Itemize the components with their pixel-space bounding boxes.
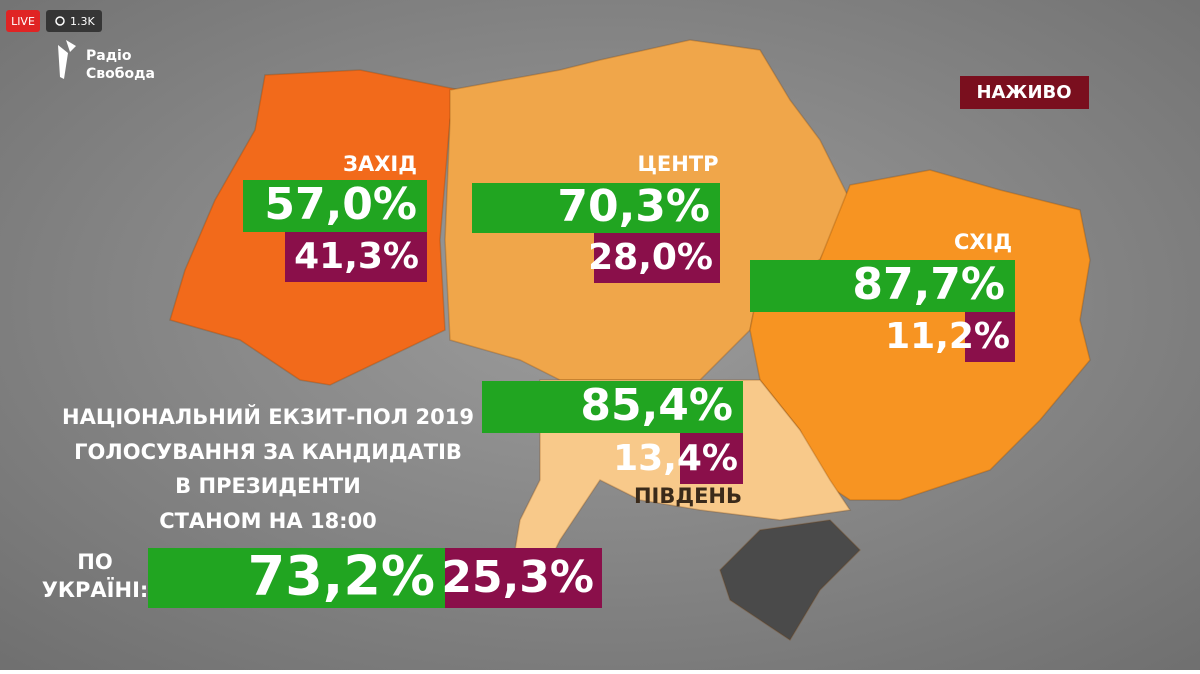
purple-value: 28,0% bbox=[588, 237, 713, 278]
region-east bbox=[749, 169, 1091, 501]
time-label: СТАНОМ НА 18:00 bbox=[159, 509, 377, 533]
purple-box bbox=[594, 233, 720, 283]
crimea bbox=[719, 519, 862, 642]
green-box bbox=[750, 260, 1015, 312]
logo-line-1: Радіо bbox=[86, 48, 132, 64]
region-name: СХІД bbox=[954, 230, 1012, 254]
national-label: ПО bbox=[77, 550, 112, 574]
views-count: 1.3K bbox=[70, 15, 95, 28]
purple-box bbox=[445, 548, 602, 608]
live-label: НАЖИВО bbox=[976, 82, 1071, 103]
purple-value: 11,2% bbox=[885, 316, 1010, 357]
eye-icon bbox=[55, 16, 65, 26]
purple-value: 41,3% bbox=[294, 236, 419, 277]
region-name: ПІВДЕНЬ bbox=[634, 484, 742, 508]
title-line: НАЦІОНАЛЬНИЙ ЕКЗИТ-ПОЛ 2019 bbox=[62, 404, 474, 429]
logo-icon bbox=[58, 40, 76, 79]
title-line: ГОЛОСУВАННЯ ЗА КАНДИДАТІВ bbox=[74, 440, 462, 464]
green-box bbox=[243, 180, 427, 232]
region-south bbox=[509, 379, 852, 602]
purple-box bbox=[680, 433, 743, 484]
purple-box bbox=[285, 232, 427, 282]
green-value: 57,0% bbox=[264, 179, 417, 230]
green-box bbox=[148, 548, 445, 608]
views-badge bbox=[46, 10, 102, 32]
purple-value: 13,4% bbox=[613, 438, 738, 479]
green-value: 87,7% bbox=[852, 259, 1005, 310]
purple-box bbox=[965, 312, 1015, 362]
purple-value: 25,3% bbox=[441, 552, 594, 603]
live-badge bbox=[6, 10, 40, 32]
green-value: 85,4% bbox=[580, 380, 733, 431]
logo-line-2: Свобода bbox=[86, 66, 155, 82]
title-line: В ПРЕЗИДЕНТИ bbox=[175, 474, 361, 498]
live-label-box bbox=[960, 76, 1089, 109]
green-value: 73,2% bbox=[248, 545, 435, 608]
green-box bbox=[482, 381, 743, 433]
green-value: 70,3% bbox=[557, 181, 710, 232]
region-name: ЗАХІД bbox=[343, 152, 417, 176]
national-label: УКРАЇНІ: bbox=[42, 577, 149, 602]
region-name: ЦЕНТР bbox=[637, 152, 718, 176]
live-text: LIVE bbox=[11, 15, 35, 28]
green-box bbox=[472, 183, 720, 233]
